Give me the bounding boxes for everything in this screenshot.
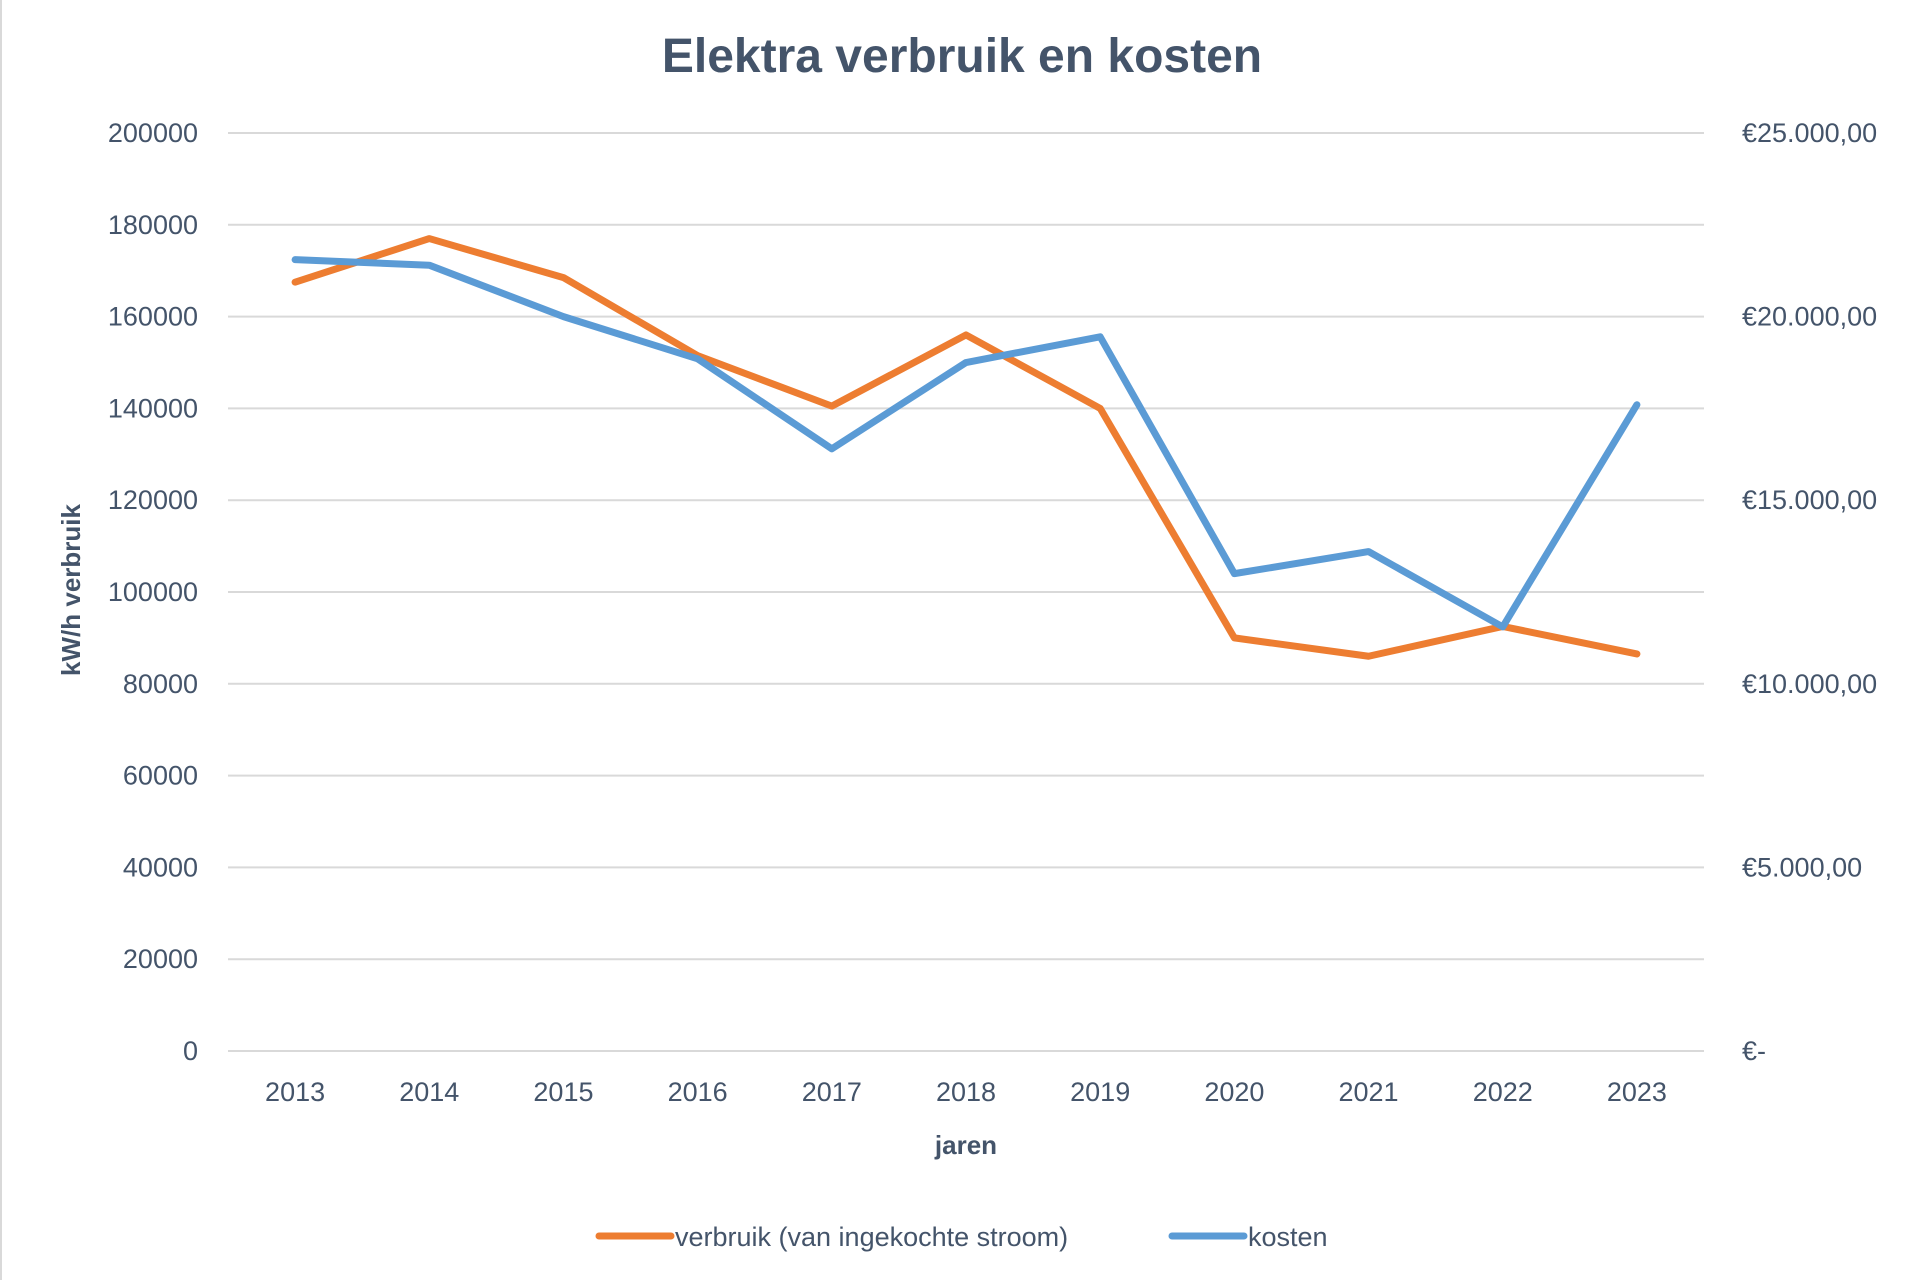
legend-item-verbruik-label: verbruik (van ingekochte stroom) xyxy=(675,1222,1068,1252)
right-y-axis-ticks: €- €5.000,00 €10.000,00 €15.000,00 €20.000,0… xyxy=(1742,118,1877,1066)
series-lines xyxy=(291,235,1641,660)
x-axis-ticks: 2013 2014 2015 2016 2017 2018 2019 2020 2021 2022… xyxy=(265,1077,1667,1107)
left-y-tick-label: 160000 xyxy=(108,302,198,332)
legend: verbruik (van ingekochte stroom) kosten xyxy=(595,1222,1328,1252)
x-tick-label: 2023 xyxy=(1607,1077,1667,1107)
x-tick-label: 2021 xyxy=(1339,1077,1399,1107)
legend-item-kosten-label: kosten xyxy=(1248,1222,1328,1252)
x-tick-label: 2018 xyxy=(936,1077,996,1107)
series-line-verbruik xyxy=(291,235,1641,660)
x-tick-label: 2014 xyxy=(399,1077,459,1107)
right-y-tick-label: €- xyxy=(1742,1036,1766,1066)
gridlines xyxy=(228,132,1704,1052)
x-tick-label: 2015 xyxy=(533,1077,593,1107)
left-y-tick-label: 120000 xyxy=(108,485,198,515)
left-y-tick-label: 200000 xyxy=(108,118,198,148)
left-y-tick-label: 0 xyxy=(183,1036,198,1066)
chart-title: Elektra verbruik en kosten xyxy=(662,30,1262,83)
x-tick-label: 2020 xyxy=(1204,1077,1264,1107)
left-y-tick-label: 100000 xyxy=(108,577,198,607)
right-y-tick-label: €5.000,00 xyxy=(1742,852,1862,882)
right-y-tick-label: €15.000,00 xyxy=(1742,485,1877,515)
x-tick-label: 2017 xyxy=(802,1077,862,1107)
left-y-tick-label: 140000 xyxy=(108,393,198,423)
left-y-tick-label: 40000 xyxy=(123,852,198,882)
left-y-axis-ticks: 0 20000 40000 60000 80000 100000 120000 140000 1… xyxy=(108,118,198,1066)
left-y-tick-label: 20000 xyxy=(123,944,198,974)
left-y-tick-label: 180000 xyxy=(108,210,198,240)
left-y-tick-label: 80000 xyxy=(123,669,198,699)
x-tick-label: 2013 xyxy=(265,1077,325,1107)
x-tick-label: 2016 xyxy=(668,1077,728,1107)
right-y-tick-label: €20.000,00 xyxy=(1742,302,1877,332)
right-y-tick-label: €25.000,00 xyxy=(1742,118,1877,148)
right-y-tick-label: €10.000,00 xyxy=(1742,669,1877,699)
x-tick-label: 2022 xyxy=(1473,1077,1533,1107)
y-axis-title: kW/h verbruik xyxy=(56,503,86,675)
x-axis-title: jaren xyxy=(934,1130,997,1160)
series-line-kosten xyxy=(291,256,1641,631)
x-tick-label: 2019 xyxy=(1070,1077,1130,1107)
left-y-tick-label: 60000 xyxy=(123,761,198,791)
